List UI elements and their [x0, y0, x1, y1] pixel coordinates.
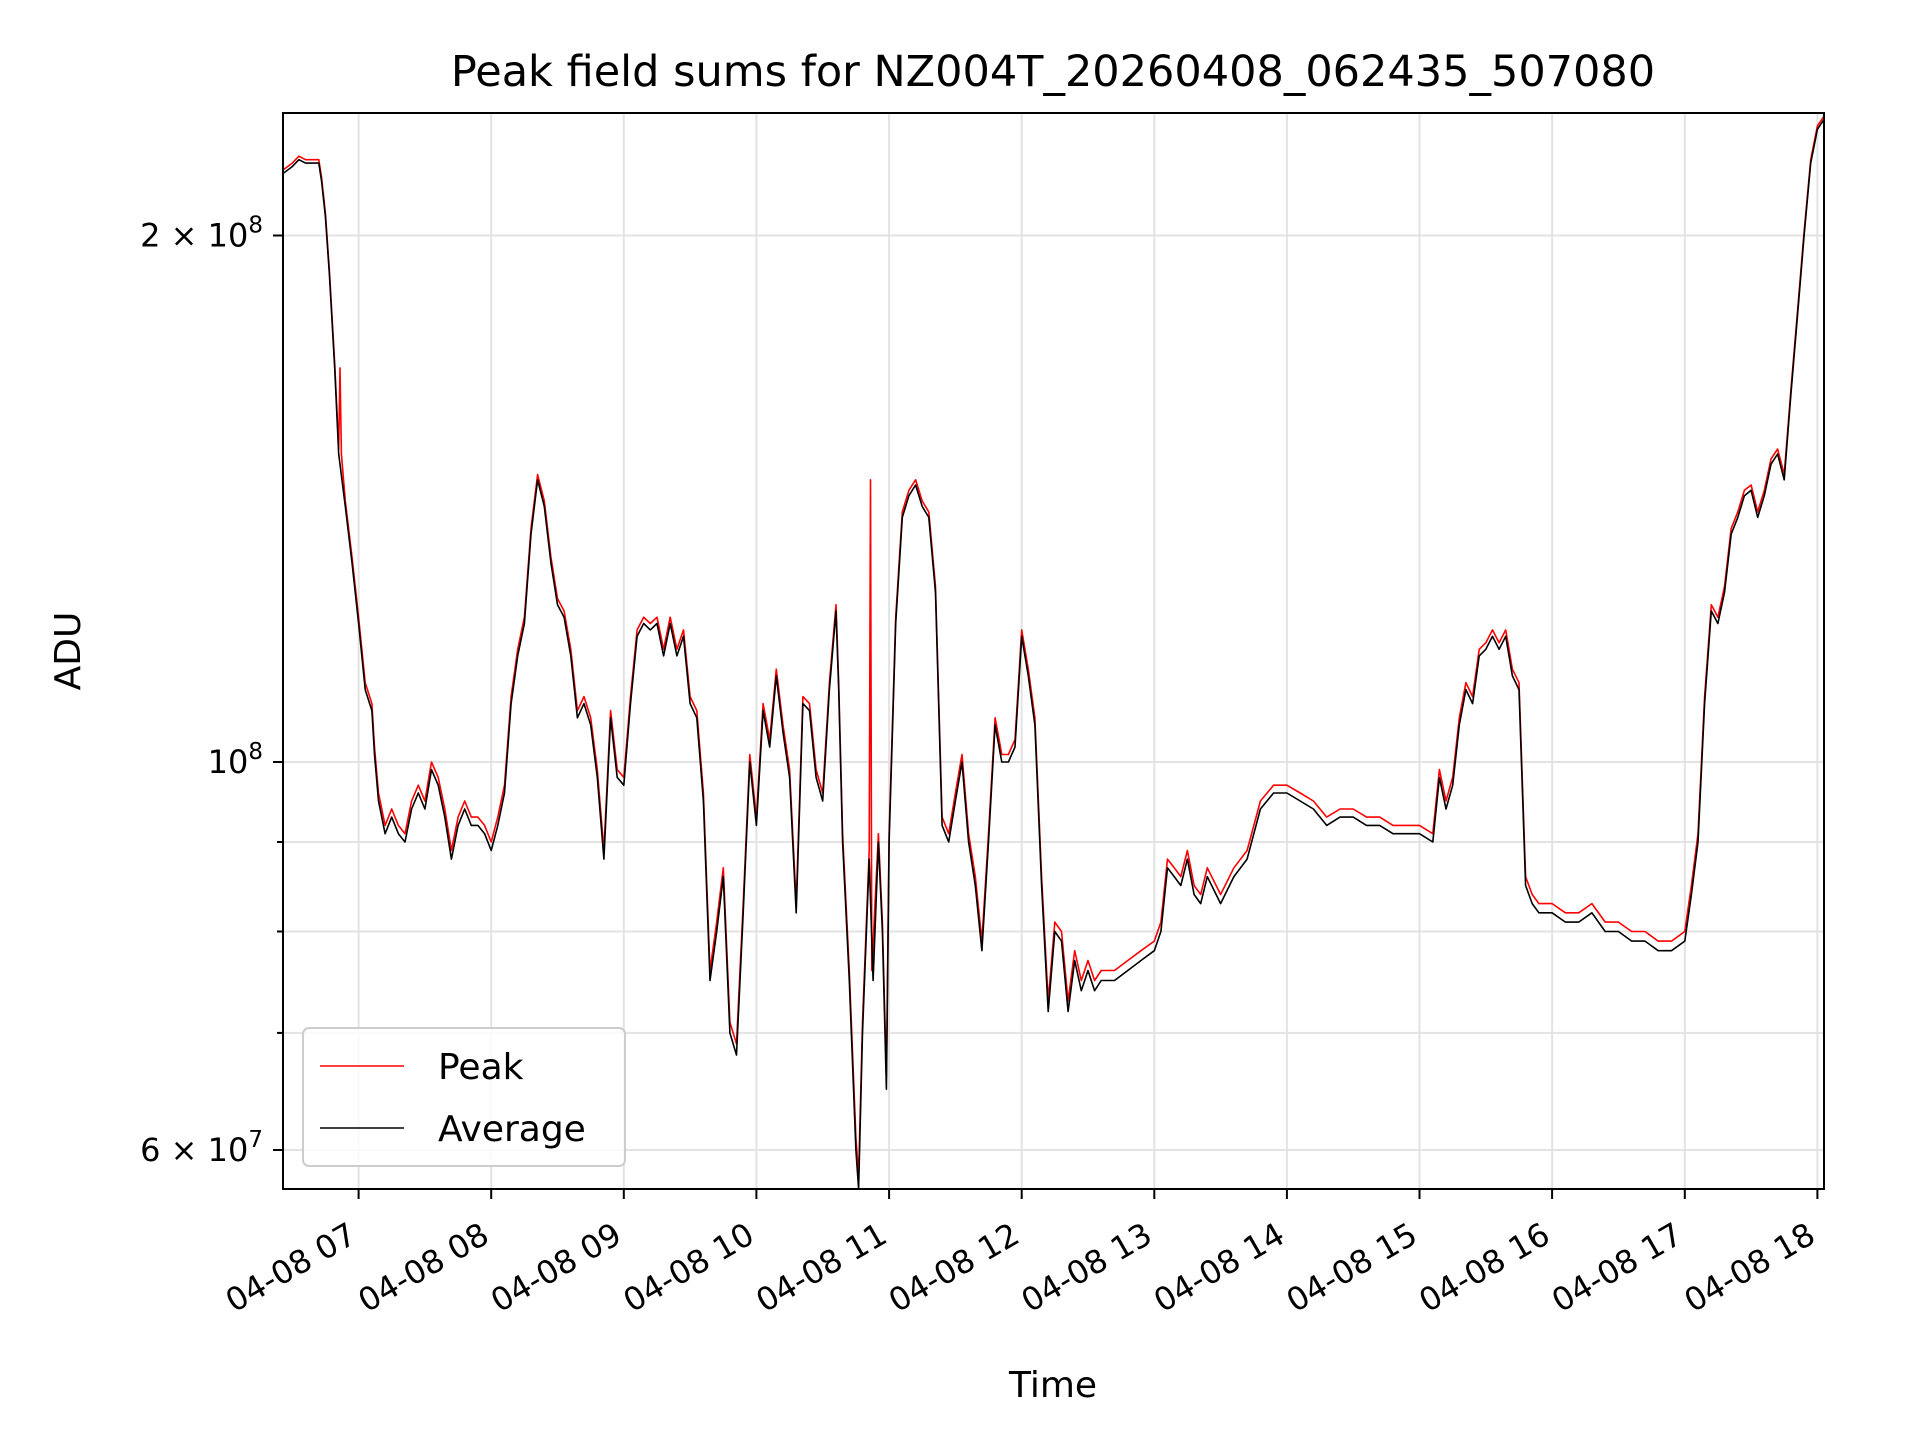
- y-tick-label: 6 × 107: [140, 1127, 263, 1169]
- legend-average-label: Average: [438, 1109, 586, 1150]
- legend-peak-label: Peak: [438, 1047, 524, 1088]
- plot-frame: [282, 112, 1825, 1190]
- legend: Peak Average: [302, 1027, 626, 1167]
- y-tick-label: 108: [208, 739, 263, 781]
- series-line-average: [282, 119, 1825, 1190]
- chart-title: Peak field sums for NZ004T_20260408_0624…: [451, 47, 1655, 97]
- y-tick-label: 2 × 108: [140, 213, 263, 255]
- x-axis-label: Time: [1008, 1365, 1097, 1406]
- series-layer: [282, 115, 1825, 1190]
- legend-box: [302, 1027, 626, 1167]
- y-axis-label: ADU: [48, 612, 89, 691]
